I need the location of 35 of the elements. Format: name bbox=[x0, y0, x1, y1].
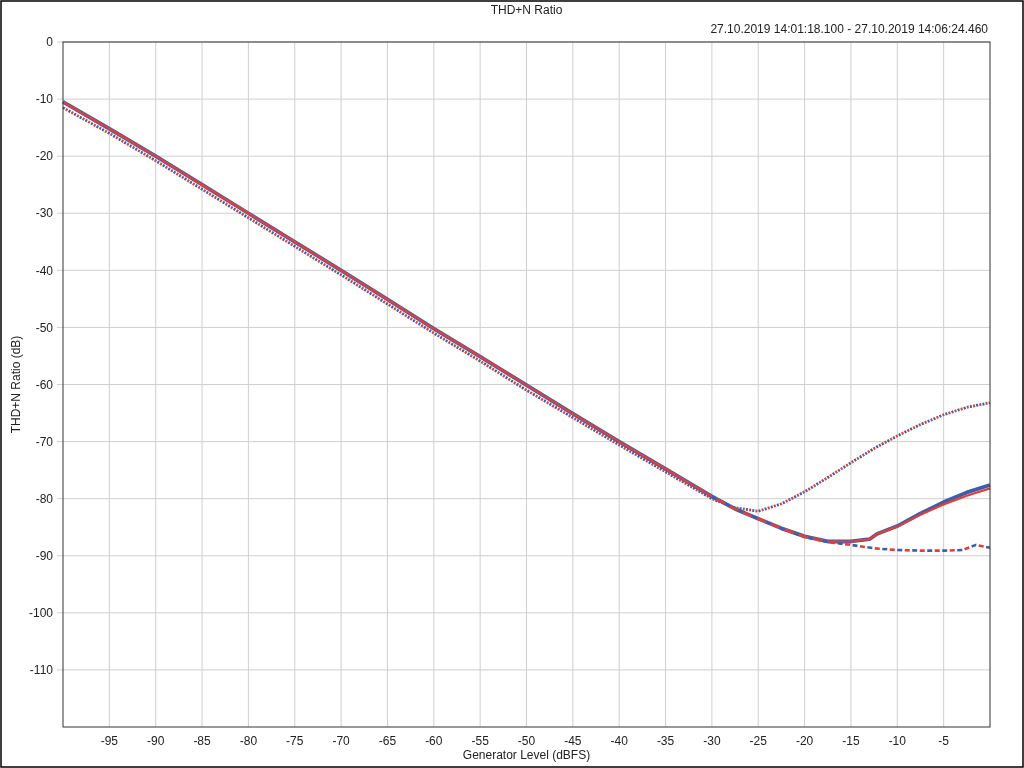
y-tick-label: -80 bbox=[35, 491, 54, 506]
x-tick-label: -55 bbox=[471, 734, 490, 748]
x-tick-label: -20 bbox=[795, 734, 814, 748]
x-tick-label: -50 bbox=[517, 734, 536, 748]
x-axis-title: Generator Level (dBFS) bbox=[462, 748, 591, 762]
x-tick-label: -25 bbox=[749, 734, 768, 748]
y-tick-label: -40 bbox=[35, 263, 54, 278]
y-tick-label: -60 bbox=[35, 377, 54, 392]
y-tick-label: -90 bbox=[35, 548, 54, 563]
x-tick-label: -90 bbox=[147, 734, 165, 748]
x-tick-label: -15 bbox=[842, 734, 860, 748]
y-axis-title: THD+N Ratio (dB) bbox=[9, 335, 23, 434]
y-tick-label: 0 bbox=[46, 35, 54, 50]
x-tick-label: -65 bbox=[378, 734, 397, 748]
y-tick-label: -10 bbox=[35, 92, 54, 107]
x-tick-label: -85 bbox=[193, 734, 212, 748]
x-tick-label: -40 bbox=[610, 734, 629, 748]
x-tick-label: -10 bbox=[888, 734, 907, 748]
y-tick-label: -50 bbox=[35, 320, 54, 335]
x-tick-label: -45 bbox=[564, 734, 582, 748]
y-tick-label: -30 bbox=[35, 206, 54, 221]
x-tick-label: -80 bbox=[239, 734, 258, 748]
x-tick-label: -75 bbox=[286, 734, 304, 748]
x-tick-label: -35 bbox=[656, 734, 675, 748]
y-tick-label: -20 bbox=[35, 149, 54, 164]
x-tick-label: -5 bbox=[938, 734, 950, 748]
chart-title: THD+N Ratio bbox=[490, 3, 563, 17]
x-tick-label: -60 bbox=[425, 734, 443, 748]
x-tick-label: -95 bbox=[100, 734, 119, 748]
x-tick-label: -30 bbox=[703, 734, 721, 748]
y-tick-label: -70 bbox=[35, 434, 54, 449]
y-tick-label: -110 bbox=[29, 663, 54, 678]
x-tick-label: -70 bbox=[332, 734, 351, 748]
chart-subtitle: 27.10.2019 14:01:18.100 - 27.10.2019 14:06:24.460 bbox=[710, 22, 989, 36]
y-tick-label: -100 bbox=[28, 606, 54, 621]
